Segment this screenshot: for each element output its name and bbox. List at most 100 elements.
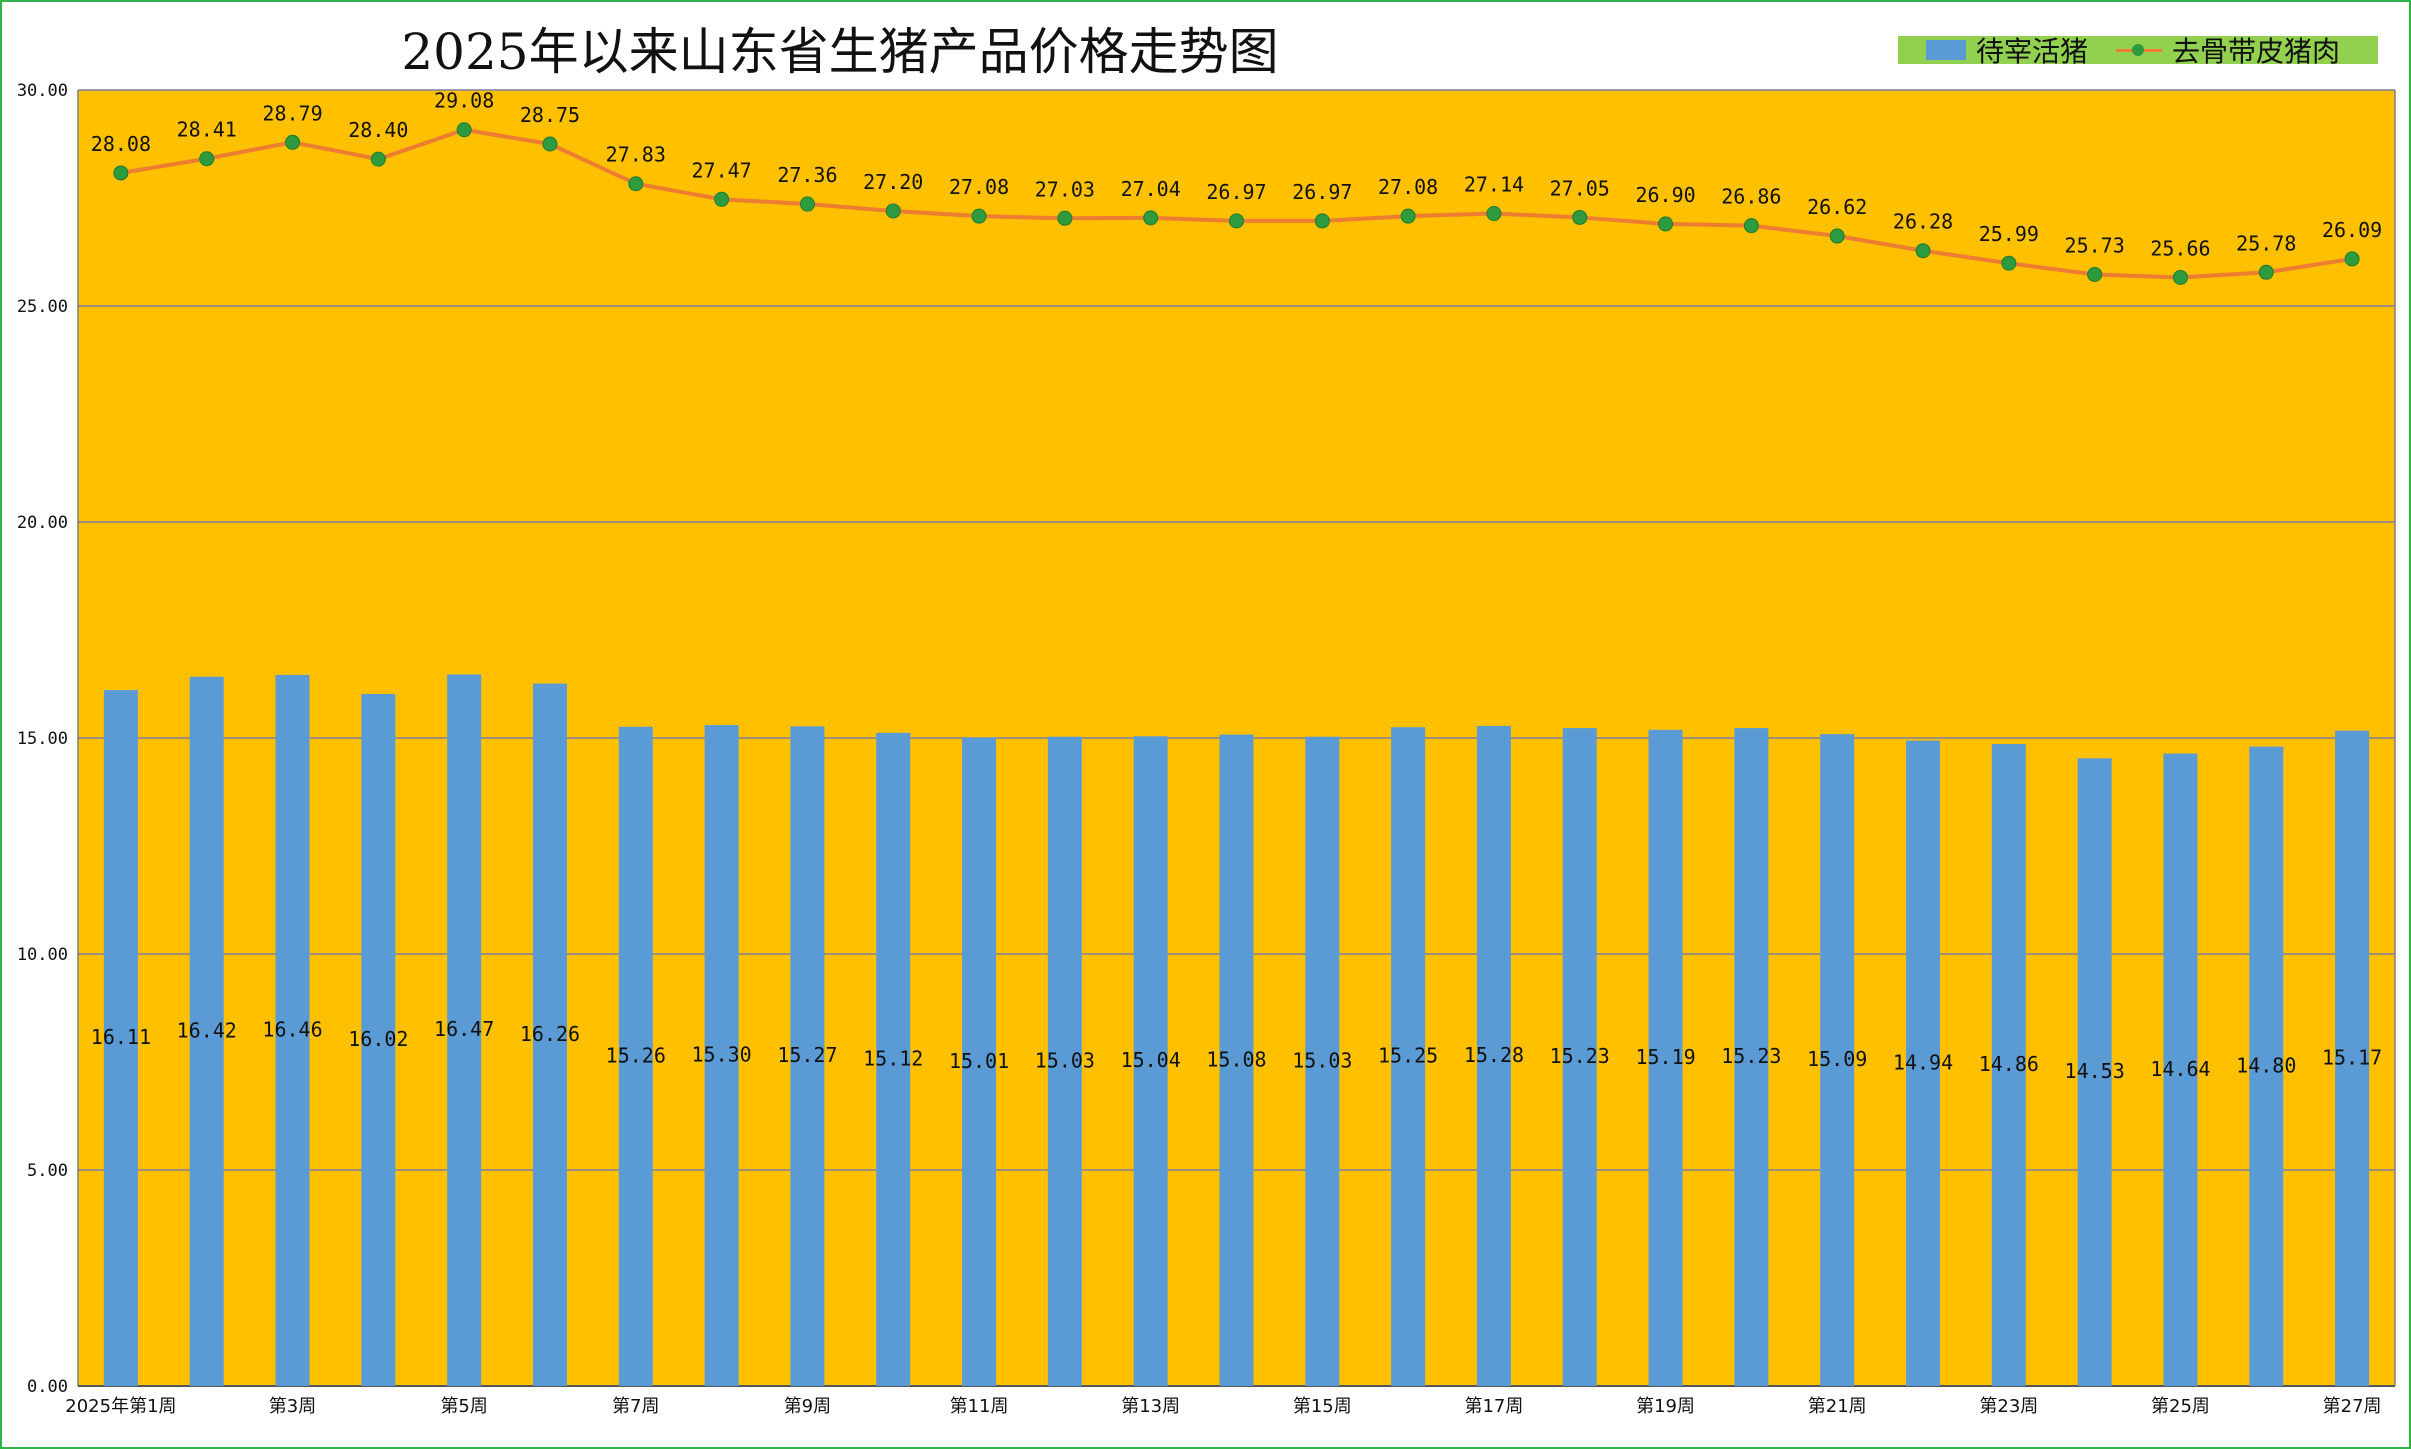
bar-data-label: 15.03 — [1035, 1048, 1095, 1072]
line-point — [456, 122, 472, 138]
x-tick-label: 第25周 — [2151, 1396, 2210, 1417]
bar — [704, 725, 739, 1386]
bar-data-label: 14.86 — [1979, 1052, 2039, 1076]
line-point — [1057, 210, 1073, 226]
line-data-label: 28.41 — [177, 118, 237, 142]
bar-data-label: 14.53 — [2065, 1059, 2125, 1083]
line-point — [885, 203, 901, 219]
y-tick-label: 15.00 — [17, 729, 68, 749]
legend-item-bar: 待宰活猪 — [1926, 30, 2088, 70]
line-point — [1915, 243, 1931, 259]
bar-data-label: 16.26 — [520, 1022, 580, 1046]
x-tick-label: 第21周 — [1808, 1396, 1867, 1417]
line-point — [1143, 210, 1159, 226]
line-point — [799, 196, 815, 212]
bar-data-label: 15.08 — [1206, 1047, 1266, 1071]
line-data-label: 28.75 — [520, 103, 580, 127]
bar-data-label: 15.28 — [1464, 1043, 1524, 1067]
line-point — [1400, 208, 1416, 224]
line-point — [2087, 266, 2103, 282]
bar-data-label: 16.42 — [177, 1018, 237, 1042]
y-tick-label: 25.00 — [17, 297, 68, 317]
bar-data-label: 15.09 — [1807, 1047, 1867, 1071]
line-data-label: 25.66 — [2150, 236, 2210, 260]
line-point — [1829, 228, 1845, 244]
bar-data-label: 15.23 — [1550, 1044, 1610, 1068]
bar-data-label: 15.27 — [777, 1043, 837, 1067]
bar — [1734, 728, 1769, 1386]
bar-data-label: 15.17 — [2322, 1045, 2382, 1069]
x-tick-label: 第7周 — [612, 1396, 659, 1417]
y-tick-label: 0.00 — [27, 1377, 68, 1397]
bar — [2077, 758, 2112, 1386]
line-data-label: 27.20 — [863, 170, 923, 194]
bar — [1133, 736, 1168, 1386]
bar-data-label: 16.47 — [434, 1017, 494, 1041]
legend-bar-label: 待宰活猪 — [1976, 35, 2089, 68]
line-point — [113, 165, 129, 181]
bar-data-label: 14.94 — [1893, 1050, 1953, 1074]
bar — [876, 732, 911, 1386]
line-data-label: 27.83 — [606, 143, 666, 167]
line-point — [1314, 213, 1330, 229]
x-tick-label: 第11周 — [950, 1396, 1009, 1417]
bar — [1391, 727, 1426, 1386]
y-tick-label: 20.00 — [17, 513, 68, 533]
line-data-label: 27.08 — [949, 175, 1009, 199]
line-point — [1658, 216, 1674, 232]
x-tick-label: 第17周 — [1464, 1396, 1523, 1417]
bar-data-label: 14.80 — [2236, 1053, 2296, 1077]
legend-line-swatch — [2116, 40, 2163, 60]
x-tick-label: 第27周 — [2323, 1396, 2382, 1417]
line-data-label: 29.08 — [434, 89, 494, 113]
bar — [447, 674, 482, 1386]
bar — [1047, 736, 1082, 1386]
bar-data-label: 14.64 — [2150, 1057, 2210, 1081]
line-point — [1572, 209, 1588, 225]
bar — [275, 674, 310, 1386]
x-tick-label: 第23周 — [1979, 1396, 2038, 1417]
line-point — [714, 191, 730, 207]
bar — [2335, 730, 2370, 1386]
legend-line-label: 去骨带皮猪肉 — [2172, 35, 2341, 68]
bar — [189, 676, 224, 1386]
line-point — [1743, 218, 1759, 234]
line-point — [2172, 269, 2188, 285]
line-data-label: 25.73 — [2065, 233, 2125, 257]
y-tick-label: 30.00 — [17, 81, 68, 101]
bar — [1305, 736, 1340, 1386]
bar — [1476, 725, 1511, 1386]
bar — [1562, 728, 1597, 1386]
line-data-label: 26.97 — [1206, 180, 1266, 204]
bar — [1820, 734, 1855, 1386]
line-data-label: 26.90 — [1635, 183, 1695, 207]
bar-data-label: 15.25 — [1378, 1044, 1438, 1068]
legend-bar-swatch — [1926, 40, 1966, 60]
x-tick-label: 第19周 — [1636, 1396, 1695, 1417]
line-data-label: 26.97 — [1292, 180, 1352, 204]
line-data-label: 27.05 — [1550, 176, 1610, 200]
x-tick-label: 第5周 — [440, 1396, 487, 1417]
line-point — [542, 136, 558, 152]
x-tick-label: 第13周 — [1121, 1396, 1180, 1417]
x-tick-label: 第3周 — [269, 1396, 316, 1417]
line-point — [971, 208, 987, 224]
bar-data-label: 15.30 — [692, 1043, 752, 1067]
bar-data-label: 16.02 — [348, 1027, 408, 1051]
line-point — [2258, 264, 2274, 280]
bar — [361, 693, 396, 1386]
line-data-label: 27.36 — [777, 163, 837, 187]
line-point — [1229, 213, 1244, 229]
legend-item-line: 去骨带皮猪肉 — [2116, 30, 2340, 70]
line-point — [2344, 251, 2360, 267]
line-data-label: 27.03 — [1035, 177, 1095, 201]
bar-data-label: 15.23 — [1721, 1044, 1781, 1068]
line-data-label: 26.28 — [1893, 210, 1953, 234]
line-data-label: 26.62 — [1807, 195, 1867, 219]
line-point — [199, 151, 215, 167]
x-tick-label: 第15周 — [1293, 1396, 1352, 1417]
line-point — [285, 134, 301, 150]
line-data-label: 26.09 — [2322, 218, 2382, 242]
line-data-label: 25.78 — [2236, 231, 2296, 255]
